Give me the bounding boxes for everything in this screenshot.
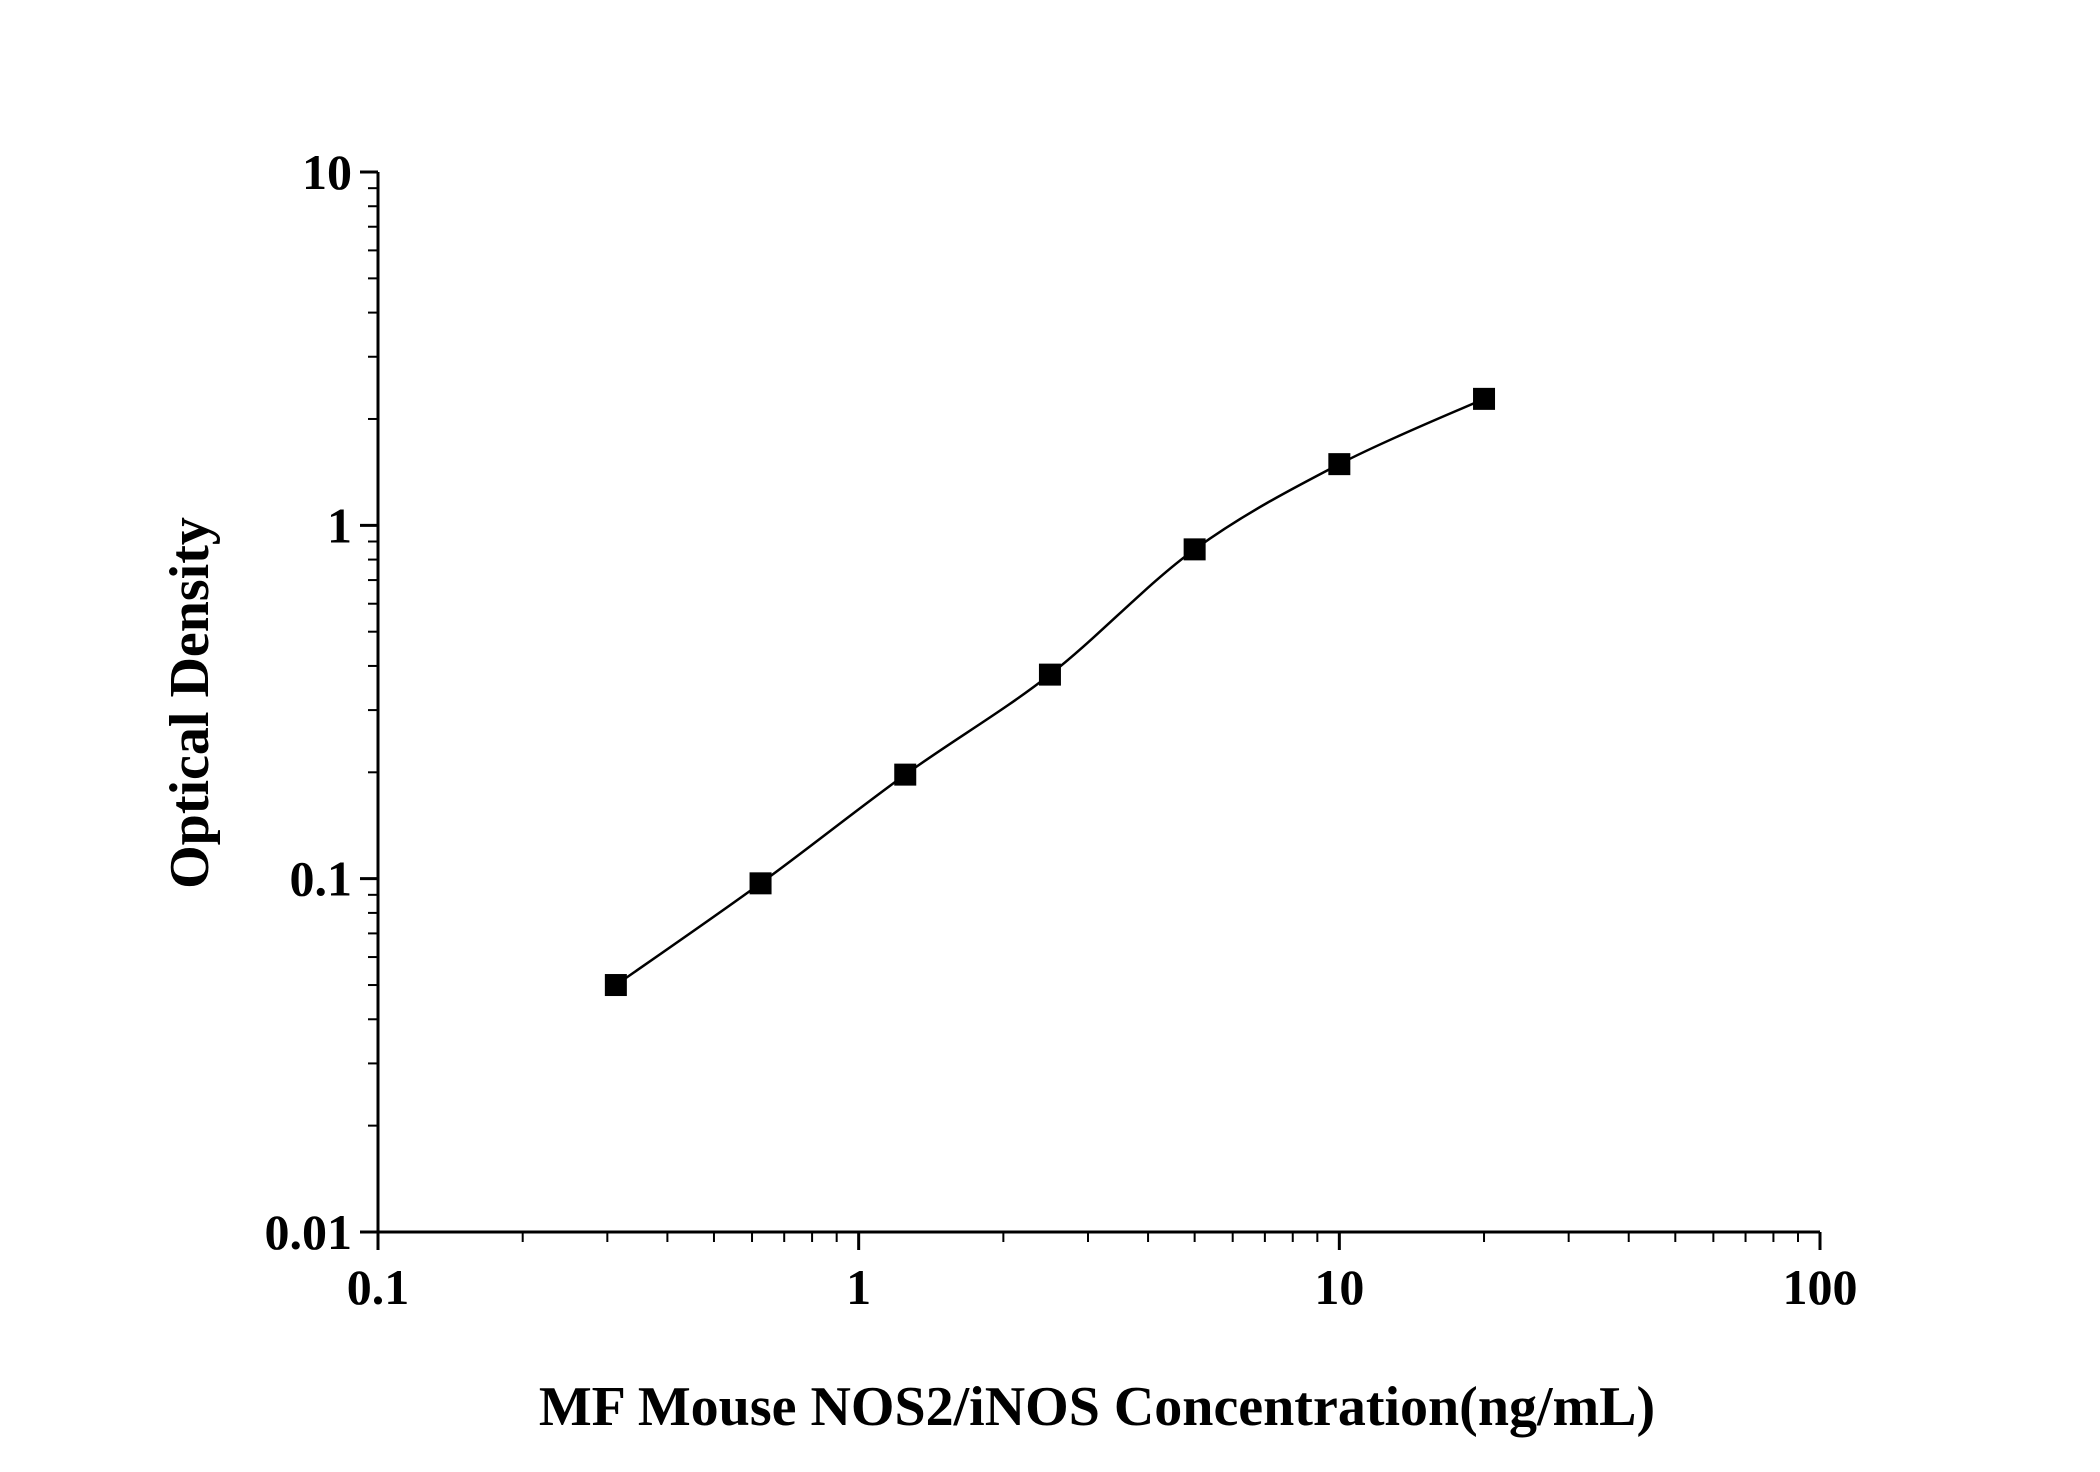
data-points [604, 387, 1496, 997]
x-tick-label: 10 [1314, 1259, 1364, 1315]
data-point-square [749, 872, 772, 895]
y-tick-label: 0.1 [290, 851, 353, 907]
x-tick-label: 0.1 [347, 1259, 410, 1315]
data-point-square [1473, 387, 1496, 410]
x-tick-label: 100 [1783, 1259, 1858, 1315]
data-point-square [894, 763, 917, 786]
data-point-square [1038, 663, 1061, 686]
x-tick-label: 1 [846, 1259, 871, 1315]
fit-curve [615, 397, 1485, 987]
y-axis-title: Optical Density [159, 517, 221, 889]
y-tick-label: 10 [302, 144, 352, 200]
data-point-square [604, 974, 627, 997]
y-tick-label: 0.01 [265, 1204, 353, 1260]
x-axis-title: MF Mouse NOS2/iNOS Concentration(ng/mL) [539, 1376, 1655, 1438]
axis-labels: MF Mouse NOS2/iNOS Concentration(ng/mL) … [159, 517, 1655, 1438]
data-point-square [1328, 453, 1351, 476]
fit-curve-layer [615, 397, 1485, 987]
data-point-square [1183, 538, 1206, 561]
y-tick-label: 1 [327, 497, 352, 553]
